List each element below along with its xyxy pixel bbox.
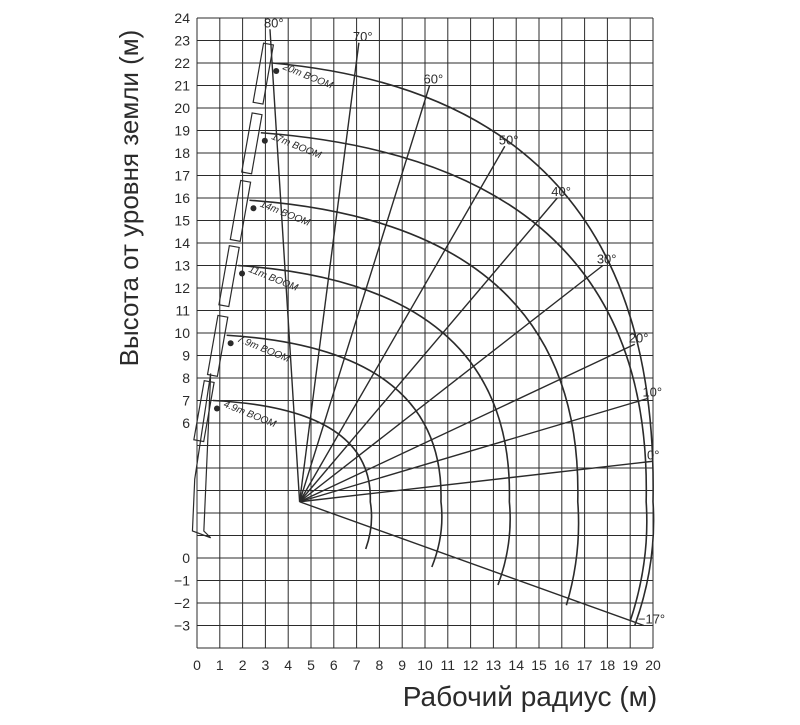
x-tick-label: 20 (645, 657, 661, 673)
angle-label: 80° (264, 15, 284, 30)
x-tick-label: 9 (398, 657, 406, 673)
x-tick-label: 0 (193, 657, 201, 673)
angle-label: 50° (499, 132, 519, 147)
angle-line (298, 85, 431, 502)
x-tick-label: 1 (216, 657, 224, 673)
y-tick-label: 16 (174, 190, 190, 206)
x-tick-label: 11 (441, 657, 456, 673)
y-tick-label: 17 (174, 168, 190, 184)
x-tick-label: 8 (376, 657, 384, 673)
boom-curve (260, 131, 648, 622)
angle-label: 60° (424, 72, 444, 87)
angle-line (299, 460, 654, 503)
y-tick-label: −1 (174, 573, 190, 589)
y-tick-label: 18 (174, 145, 190, 161)
angle-lines: 80° 70° 60° 50° 40° 30° 20° 10° 0° −17° (264, 15, 665, 626)
y-tick-label: 13 (174, 258, 190, 274)
crane-bucket (206, 314, 229, 377)
x-tick-label: 2 (239, 657, 247, 673)
crane-bucket (252, 42, 275, 105)
angle-label: 0° (647, 447, 659, 462)
x-tick-label: 10 (417, 657, 433, 673)
x-tick-label: 14 (508, 657, 524, 673)
y-tick-label: −3 (174, 618, 190, 634)
boom-curve (249, 199, 580, 606)
y-tick-label: 24 (174, 10, 190, 26)
y-tick-label: 10 (174, 325, 190, 341)
crane-pin (213, 405, 220, 412)
y-tick-label: 23 (174, 33, 190, 49)
angle-line (298, 145, 506, 503)
x-tick-label: 3 (262, 657, 270, 673)
y-tick-label: 20 (174, 100, 190, 116)
angle-line (299, 197, 558, 503)
angle-label: −17° (638, 612, 665, 627)
crane-pin (261, 137, 268, 144)
x-tick-label: 6 (330, 657, 338, 673)
angle-label: 30° (597, 252, 617, 267)
crane-bucket (229, 179, 252, 242)
x-tick-label: 16 (554, 657, 570, 673)
y-tick-label: 22 (174, 55, 190, 71)
x-tick-label: 19 (622, 657, 638, 673)
crane-base (191, 373, 212, 539)
boom-curve (237, 264, 511, 586)
angle-line (298, 42, 360, 502)
boom-curve (226, 334, 443, 568)
x-tick-label: 4 (284, 657, 292, 673)
angle-line (299, 343, 636, 503)
angle-label: 40° (551, 184, 571, 199)
angle-label: 10° (642, 384, 662, 399)
y-tick-label: 8 (182, 370, 190, 386)
boom-curve (272, 62, 655, 626)
crane-bucket (218, 244, 240, 308)
crane-pin (250, 205, 257, 212)
x-tick-label: 7 (353, 657, 361, 673)
y-tick-label: 6 (182, 415, 190, 431)
crane-pin (227, 340, 234, 347)
crane-pin (273, 68, 280, 74)
angle-line (299, 264, 604, 503)
y-axis-title: Высота от уровня земли (м) (114, 30, 144, 367)
crane-bucket (241, 112, 263, 175)
y-tick-label: 12 (174, 280, 190, 296)
x-tick-label: 15 (531, 657, 547, 673)
y-tick-label: 19 (174, 123, 190, 139)
y-tick-label: 11 (175, 303, 190, 319)
y-tick-label: 9 (182, 348, 190, 364)
crane-pin (239, 270, 246, 277)
y-tick-label: 7 (182, 393, 190, 409)
y-tick-label: 14 (174, 235, 190, 251)
grid (196, 17, 654, 649)
y-tick-label: 15 (174, 213, 190, 229)
y-tick-label: 0 (182, 550, 190, 566)
y-tick-label: 21 (174, 78, 190, 94)
x-axis-title: Рабочий радиус (м) (403, 681, 657, 712)
x-tick-label: 13 (486, 657, 502, 673)
angle-line (299, 501, 645, 627)
x-tick-label: 17 (577, 657, 593, 673)
x-tick-label: 12 (463, 657, 479, 673)
angle-line (269, 29, 301, 502)
angle-line (299, 397, 649, 503)
angle-label: 20° (629, 330, 649, 345)
x-tick-label: 5 (307, 657, 315, 673)
tick-labels: 0 1 2 3 4 5 6 7 8 9 10 11 12 13 14 15 16 17 18 19 20−3−2−106… (174, 10, 661, 673)
angle-label: 70° (353, 29, 373, 44)
x-tick-label: 18 (600, 657, 616, 673)
crane-figures (191, 42, 280, 539)
y-tick-label: −2 (174, 595, 190, 611)
